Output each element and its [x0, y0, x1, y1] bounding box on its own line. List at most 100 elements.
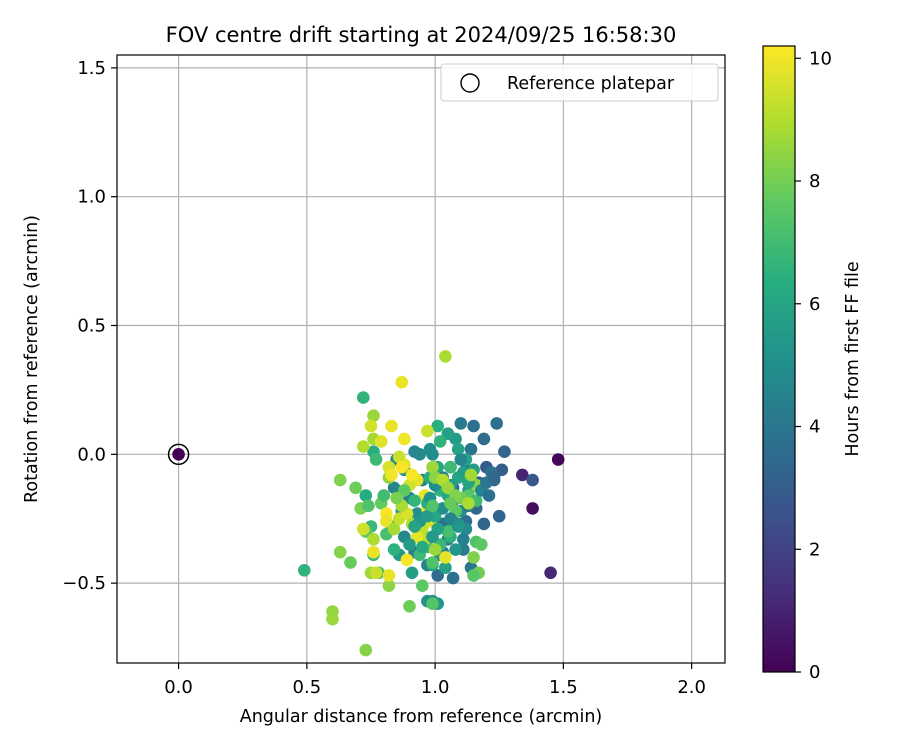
data-point: [403, 538, 416, 551]
data-point: [467, 569, 480, 582]
data-point: [551, 453, 565, 466]
data-point: [349, 481, 362, 495]
x-axis: 0.0 0.5 1.0 1.5 2.0: [164, 663, 706, 698]
data-point: [426, 460, 439, 474]
data-point: [428, 543, 442, 556]
data-point: [390, 491, 403, 505]
data-point: [464, 442, 478, 456]
data-point: [492, 509, 506, 523]
reference-point: [172, 448, 185, 461]
data-point: [441, 427, 455, 441]
data-point: [421, 424, 434, 438]
data-point: [454, 453, 468, 466]
data-point: [426, 530, 439, 544]
data-point: [451, 520, 465, 533]
data-point: [454, 417, 468, 430]
data-point: [367, 545, 380, 559]
data-point: [385, 419, 398, 433]
data-point: [367, 409, 380, 423]
data-point: [498, 445, 511, 459]
legend-box: [440, 63, 719, 102]
data-point: [387, 481, 401, 495]
y-tick-label: 1.0: [77, 187, 106, 208]
data-point: [477, 517, 491, 531]
data-point: [367, 533, 380, 546]
data-point: [467, 551, 480, 564]
data-point: [416, 540, 429, 554]
data-point: [374, 435, 388, 448]
colorbar-tick-label: 6: [809, 294, 820, 315]
data-point: [344, 556, 357, 569]
data-point: [446, 571, 460, 585]
data-point: [487, 471, 501, 484]
x-axis-label: Angular distance from reference (arcmin): [240, 707, 603, 727]
colorbar-ticks: 0 2 4 6 8 10: [795, 48, 832, 683]
data-point: [544, 566, 557, 580]
data-point: [477, 432, 491, 446]
data-point: [359, 643, 373, 657]
data-point: [439, 350, 452, 363]
y-axis: −0.5 0.0 0.5 1.0 1.5: [62, 58, 117, 594]
legend-entry-label: Reference platepar: [507, 74, 675, 94]
data-point: [410, 530, 424, 544]
data-point: [405, 468, 419, 482]
data-point: [462, 497, 475, 510]
data-point: [421, 509, 434, 523]
data-point: [362, 499, 375, 513]
data-point: [326, 612, 339, 626]
y-tick-label: 0.0: [77, 444, 106, 465]
data-point: [444, 497, 457, 510]
data-point: [441, 525, 455, 538]
y-tick-label: 0.5: [77, 316, 106, 337]
data-point: [516, 468, 529, 482]
data-point: [457, 533, 470, 546]
colorbar-tick-label: 8: [809, 171, 820, 192]
data-point: [416, 579, 429, 592]
data-point: [408, 494, 421, 508]
data-point: [467, 419, 480, 433]
data-point: [382, 569, 396, 582]
y-tick-label: 1.5: [77, 58, 106, 79]
data-points: [167, 350, 565, 657]
colorbar-tick-label: 2: [809, 539, 820, 560]
colorbar-tick-label: 0: [809, 662, 820, 683]
data-point: [333, 545, 347, 559]
data-point: [380, 515, 393, 528]
chart-title: FOV centre drift starting at 2024/09/25 …: [166, 23, 677, 47]
x-tick-label: 1.0: [421, 677, 450, 698]
colorbar-tick-label: 10: [809, 48, 832, 69]
data-point: [408, 445, 421, 459]
data-point: [490, 417, 504, 430]
colorbar: 0 2 4 6 8 10 Hours from first FF file: [762, 45, 863, 683]
y-axis-label: Rotation from reference (arcmin): [22, 215, 42, 503]
data-point: [387, 522, 401, 536]
data-point: [405, 566, 419, 580]
colorbar-tick-label: 4: [809, 417, 820, 438]
data-point: [387, 543, 401, 556]
reference-marker: [167, 443, 190, 466]
x-tick-label: 1.5: [549, 677, 578, 698]
data-point: [464, 468, 478, 482]
data-point: [377, 489, 391, 502]
plot-frame: [116, 54, 726, 664]
legend: Reference platepar: [440, 63, 719, 102]
colorbar-label: Hours from first FF file: [843, 261, 863, 456]
data-point: [526, 473, 539, 487]
data-point: [382, 579, 396, 592]
data-point: [357, 522, 370, 536]
data-point: [392, 450, 406, 464]
data-point: [398, 432, 411, 446]
data-point: [369, 566, 383, 580]
data-point: [426, 499, 439, 513]
y-tick-label: −0.5: [62, 573, 106, 594]
data-point: [385, 468, 398, 482]
data-point: [408, 520, 421, 533]
data-point: [433, 435, 447, 448]
data-point: [395, 460, 409, 474]
data-point: [357, 440, 370, 453]
data-point: [298, 564, 311, 577]
colorbar-gradient: [762, 45, 796, 673]
data-point: [439, 551, 452, 564]
data-point: [495, 463, 509, 477]
